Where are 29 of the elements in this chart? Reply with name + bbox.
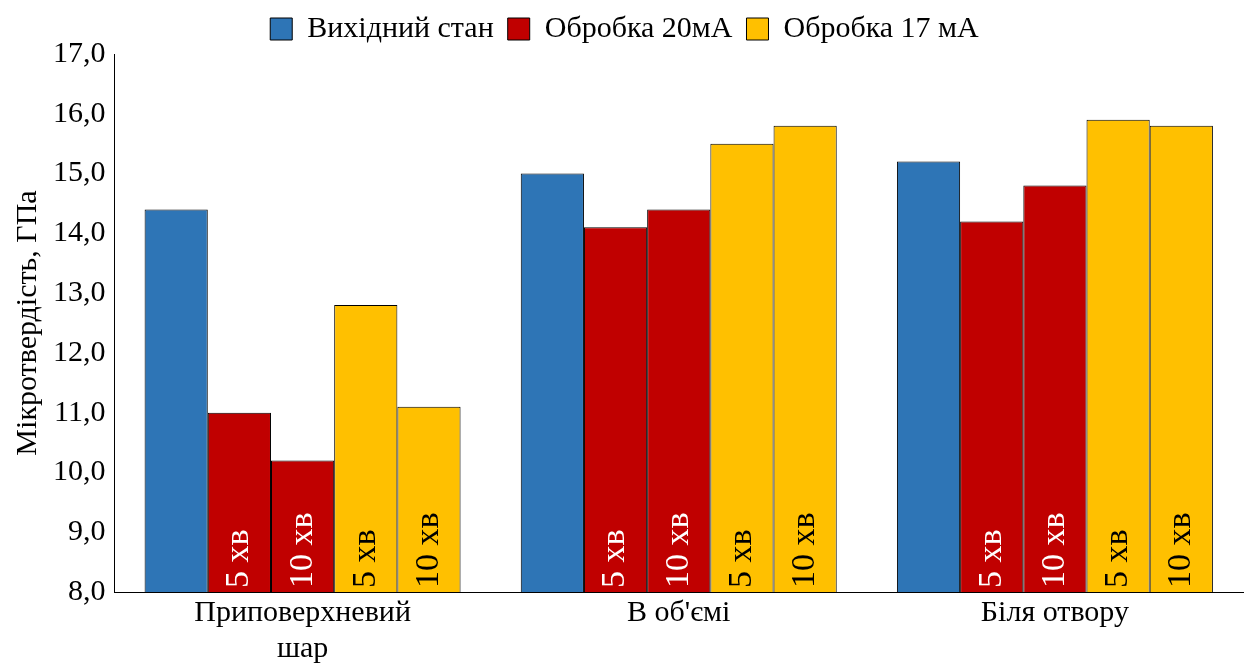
y-tick-label: 13,0: [53, 273, 106, 307]
legend-label: Вихідний стан: [307, 9, 494, 43]
y-tick-label: 16,0: [53, 94, 106, 128]
y-tick-label: 9,0: [68, 513, 106, 547]
x-tick-label: Біля отвору: [980, 593, 1129, 627]
annotation: 10 хв: [407, 512, 445, 588]
y-tick-label: 14,0: [53, 214, 106, 248]
y-tick-label: 10,0: [53, 453, 106, 487]
annotation: 10 хв: [657, 512, 695, 588]
y-tick-label: 11,0: [54, 393, 106, 427]
legend-label: Обробка 20мА: [544, 9, 733, 43]
y-axis-title: Мікротвердість, ГПа: [8, 190, 42, 456]
x-tick-label: Приповерхневий шар: [194, 593, 411, 663]
annotation: 10 хв: [1033, 512, 1071, 588]
annotation: 10 хв: [281, 512, 319, 588]
annotation: 5 хв: [594, 529, 632, 588]
x-tick-label: В об'ємі: [627, 593, 731, 627]
y-tick-label: 17,0: [53, 34, 106, 68]
annotation: 5 хв: [720, 529, 758, 588]
y-tick-label: 8,0: [68, 572, 106, 606]
annotation: 5 хв: [344, 529, 382, 588]
annotation: 5 хв: [1097, 529, 1135, 588]
y-tick-label: 15,0: [53, 154, 106, 188]
legend-label: Обробка 17 мА: [783, 9, 980, 43]
annotation: 10 хв: [1160, 512, 1198, 588]
annotation: 5 хв: [218, 529, 256, 588]
y-tick-label: 12,0: [53, 333, 106, 367]
annotation: 5 хв: [970, 529, 1008, 588]
annotation: 10 хв: [784, 512, 822, 588]
